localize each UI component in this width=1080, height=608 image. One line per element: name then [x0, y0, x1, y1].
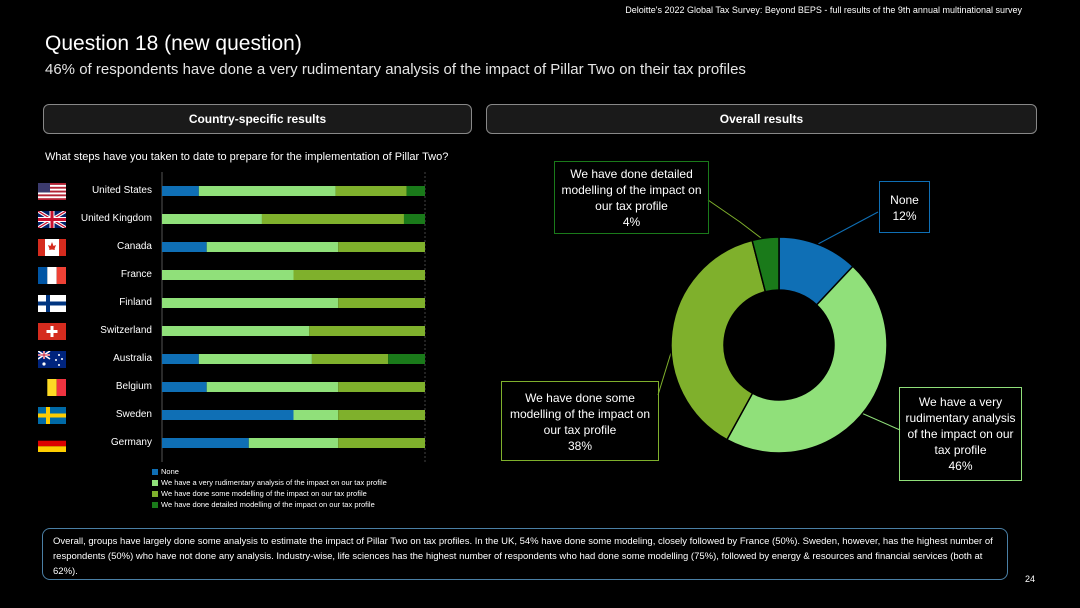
france-flag-icon	[38, 267, 66, 284]
page-title: Question 18 (new question)	[45, 32, 302, 55]
country-label: Canada	[116, 241, 152, 252]
bar-segment-some	[261, 214, 404, 224]
bar-segment-rudimentary	[198, 186, 336, 196]
bar-segment-none	[162, 410, 294, 420]
bar-segment-some	[311, 354, 389, 364]
bar-segment-some	[338, 298, 425, 308]
bar-segment-none	[162, 382, 207, 392]
bar-segment-rudimentary	[162, 214, 262, 224]
country-label: Australia	[113, 353, 152, 364]
bar-segment-rudimentary	[162, 326, 310, 336]
summary-box: Overall, groups have largely done some a…	[42, 528, 1008, 580]
canada-flag-icon	[38, 239, 66, 256]
legend-item-rudimentary: We have a very rudimentary analysis of t…	[152, 477, 387, 488]
bar-segment-rudimentary	[293, 410, 339, 420]
bar-segment-none	[162, 242, 207, 252]
bar-segment-some	[338, 382, 425, 392]
donut-slice-detailed	[751, 236, 780, 293]
callout-line-none	[817, 211, 879, 245]
overall-results-tab[interactable]: Overall results	[486, 104, 1037, 134]
switzerland-flag-icon	[38, 323, 66, 340]
question-text: What steps have you taken to date to pre…	[45, 151, 449, 163]
bar-segment-some	[338, 410, 425, 420]
page-number: 24	[1024, 574, 1035, 584]
country-label: United Kingdom	[80, 213, 152, 224]
sweden-flag-icon	[38, 407, 66, 424]
donut-slice-rudimentary	[725, 265, 888, 454]
legend-item-none: None	[152, 466, 387, 477]
bar-segment-some	[338, 438, 425, 448]
bar-segment-none	[162, 438, 249, 448]
callout-rudimentary: We have a very rudimentary analysis of t…	[899, 387, 1022, 481]
callout-none: None 12%	[879, 181, 930, 233]
country-label: Switzerland	[100, 325, 152, 336]
bar-segment-rudimentary	[248, 438, 339, 448]
page-subtitle: 46% of respondents have done a very rudi…	[45, 61, 746, 78]
belgium-flag-icon	[38, 379, 66, 396]
country-results-tab[interactable]: Country-specific results	[43, 104, 472, 134]
country-bar-chart	[161, 172, 426, 462]
bar-segment-some	[309, 326, 425, 336]
legend-item-some: We have done some modelling of the impac…	[152, 488, 387, 499]
callout-line-detailed	[707, 199, 766, 242]
country-label: Germany	[110, 437, 152, 448]
donut-slice-some	[670, 239, 767, 441]
bar-segment-some	[293, 270, 425, 280]
bar-segment-some	[335, 186, 407, 196]
bar-segment-detailed	[388, 354, 425, 364]
bar-segment-none	[162, 186, 199, 196]
bar-segment-rudimentary	[162, 270, 294, 280]
bar-segment-none	[162, 354, 199, 364]
country-label: Sweden	[115, 409, 152, 420]
finland-flag-icon	[38, 295, 66, 312]
country-label: France	[120, 269, 152, 280]
bar-segment-detailed	[406, 186, 425, 196]
bar-segment-detailed	[403, 214, 425, 224]
germany-flag-icon	[38, 435, 66, 452]
country-label: Finland	[119, 297, 152, 308]
country-label: United States	[91, 185, 152, 196]
callout-some: We have done some modelling of the impac…	[501, 381, 659, 461]
source-line: Deloitte's 2022 Global Tax Survey: Beyon…	[625, 5, 1022, 15]
uk-flag-icon	[38, 211, 66, 228]
legend-item-detailed: We have done detailed modelling of the i…	[152, 499, 387, 510]
bar-segment-rudimentary	[198, 354, 312, 364]
bar-segment-some	[338, 242, 425, 252]
australia-flag-icon	[38, 351, 66, 368]
country-label: Belgium	[115, 381, 152, 392]
callout-detailed: We have done detailed modelling of the i…	[554, 161, 709, 234]
bar-segment-rudimentary	[206, 382, 339, 392]
bar-segment-rudimentary	[162, 298, 339, 308]
bar-legend: None We have a very rudimentary analysis…	[152, 466, 387, 510]
us-flag-icon	[38, 183, 66, 200]
bar-segment-rudimentary	[206, 242, 339, 252]
